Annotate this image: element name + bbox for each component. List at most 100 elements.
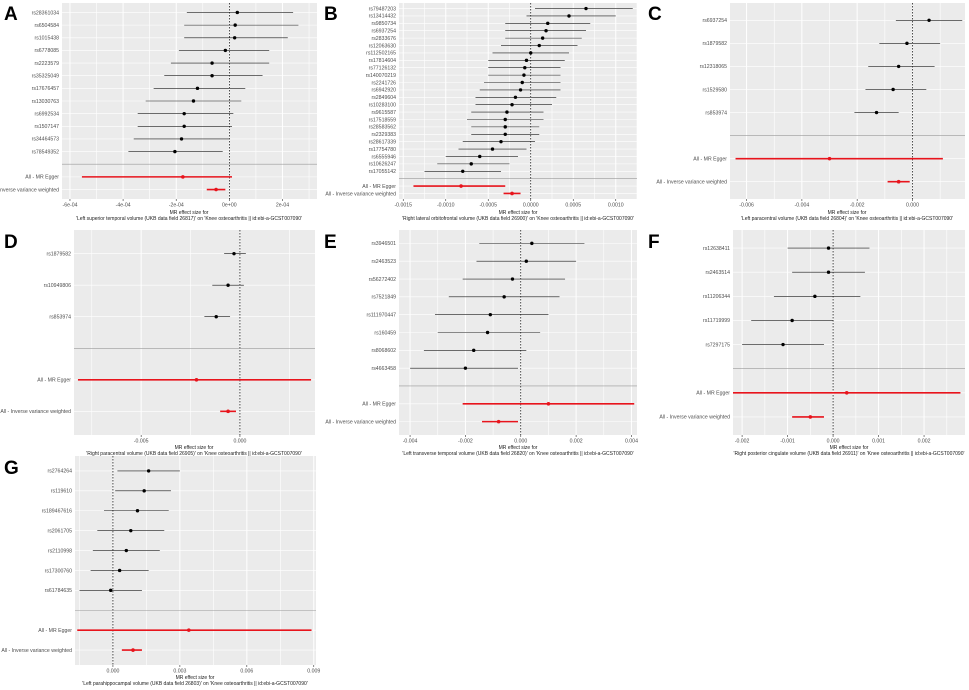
- x-axis-label-line1: MR effect size for: [830, 445, 869, 451]
- snp-estimate-point: [210, 61, 214, 65]
- snp-estimate-point: [226, 283, 230, 287]
- snp-label: rs6504584: [34, 23, 59, 29]
- x-tick-label: 0.006: [240, 669, 253, 675]
- snp-estimate-point: [826, 270, 831, 274]
- snp-label: rs119610: [51, 489, 72, 495]
- snp-estimate-point: [173, 149, 177, 154]
- x-axis-label-line2: 'Right lateral orbitofrontal volume (UKB…: [402, 216, 634, 222]
- snp-label: rs111970447: [366, 312, 396, 318]
- snp-label: rs853974: [49, 315, 71, 321]
- snp-label: rs10949806: [44, 283, 72, 289]
- snp-label: rs6992534: [34, 111, 59, 117]
- snp-estimate-point: [522, 73, 526, 77]
- mr-egger-estimate-point: [844, 390, 849, 395]
- snp-estimate-point: [813, 294, 817, 299]
- snp-label: rs10626247: [369, 162, 397, 168]
- x-axis-label-line2: 'Left superior temporal volume (UKB data…: [76, 216, 302, 222]
- snp-estimate-point: [214, 315, 218, 319]
- x-tick-label: -0.0010: [437, 203, 455, 209]
- snp-label: rs12638411: [703, 246, 730, 252]
- snp-label: rs79487203: [369, 6, 397, 12]
- panel-letter: G: [4, 458, 19, 479]
- ivw-label: All - Inverse variance weighted: [659, 415, 730, 421]
- snp-estimate-point: [124, 548, 129, 553]
- snp-estimate-point: [524, 58, 529, 63]
- snp-label: rs61784635: [45, 588, 73, 594]
- snp-estimate-point: [927, 18, 931, 22]
- snp-label: rs160459: [374, 330, 396, 336]
- snp-estimate-point: [891, 87, 895, 92]
- snp-label: rs6942920: [371, 88, 396, 94]
- snp-estimate-point: [905, 41, 909, 46]
- mr-egger-estimate-point: [194, 378, 199, 382]
- snp-label: rs6937254: [702, 18, 727, 24]
- snp-label: rs2463523: [371, 259, 396, 265]
- mr-egger-label: All - MR Egger: [362, 184, 396, 190]
- x-axis-label-line1: MR effect size for: [170, 210, 209, 216]
- x-tick-label: 0.002: [918, 439, 931, 445]
- snp-estimate-point: [146, 469, 151, 473]
- snp-estimate-point: [109, 588, 113, 593]
- plot-background: [75, 456, 316, 665]
- x-tick-label: -0.001: [780, 439, 795, 445]
- snp-label: rs17676457: [32, 86, 60, 92]
- snp-label: rs1507147: [34, 124, 59, 130]
- snp-estimate-point: [490, 147, 495, 151]
- snp-label: rs77126132: [369, 66, 397, 72]
- snp-label: rs9615587: [371, 110, 396, 116]
- snp-estimate-point: [461, 169, 465, 173]
- snp-estimate-point: [874, 110, 879, 115]
- snp-label: rs2061705: [47, 528, 72, 534]
- snp-estimate-point: [896, 64, 901, 69]
- snp-estimate-point: [540, 36, 545, 40]
- snp-estimate-point: [537, 43, 541, 48]
- x-tick-label: 0e+00: [222, 203, 237, 209]
- x-tick-label: 0.000: [827, 439, 840, 445]
- snp-estimate-point: [488, 312, 493, 317]
- x-tick-label: -0.002: [735, 439, 750, 445]
- snp-label: rs17754780: [369, 147, 397, 153]
- snp-estimate-point: [223, 48, 228, 53]
- snp-label: rs2833676: [371, 36, 396, 42]
- snp-estimate-point: [210, 74, 214, 78]
- snp-estimate-point: [472, 348, 476, 353]
- snp-label: rs56272402: [369, 277, 397, 283]
- x-tick-label: 0.000: [106, 669, 119, 675]
- x-axis-label-line1: MR effect size for: [176, 675, 215, 681]
- snp-label: rs6555946: [371, 154, 396, 160]
- plot-background: [399, 3, 637, 199]
- x-tick-label: 0.004: [625, 439, 638, 445]
- mr-egger-estimate-point: [827, 156, 832, 161]
- snp-label: rs34464573: [32, 137, 60, 143]
- snp-label: rs7521849: [371, 295, 396, 301]
- plot-background: [74, 230, 315, 435]
- snp-label: rs189467616: [42, 509, 72, 515]
- x-tick-label: -0.0015: [394, 203, 412, 209]
- snp-label: rs8068602: [371, 348, 396, 354]
- snp-estimate-point: [499, 139, 503, 144]
- panel-letter: E: [324, 232, 337, 253]
- snp-label: rs17814604: [369, 58, 397, 64]
- mr-egger-label: All - MR Egger: [693, 156, 727, 162]
- x-tick-label: 0.000: [906, 203, 919, 209]
- snp-estimate-point: [233, 23, 237, 27]
- snp-label: rs1879582: [702, 41, 727, 47]
- snp-estimate-point: [503, 132, 507, 136]
- snp-label: rs2241726: [371, 80, 396, 86]
- x-tick-label: 0.009: [307, 669, 320, 675]
- snp-label: rs13030763: [32, 99, 60, 105]
- snp-estimate-point: [523, 66, 527, 70]
- snp-estimate-point: [503, 125, 507, 129]
- snp-estimate-point: [129, 528, 133, 533]
- plot-background: [733, 230, 965, 435]
- snp-label: rs2223579: [34, 61, 59, 67]
- snp-label: rs853974: [705, 110, 727, 116]
- snp-label: rs17518559: [369, 117, 397, 123]
- snp-estimate-point: [544, 29, 548, 33]
- x-tick-label: 0.0000: [523, 203, 539, 209]
- snp-label: rs17055142: [369, 169, 397, 175]
